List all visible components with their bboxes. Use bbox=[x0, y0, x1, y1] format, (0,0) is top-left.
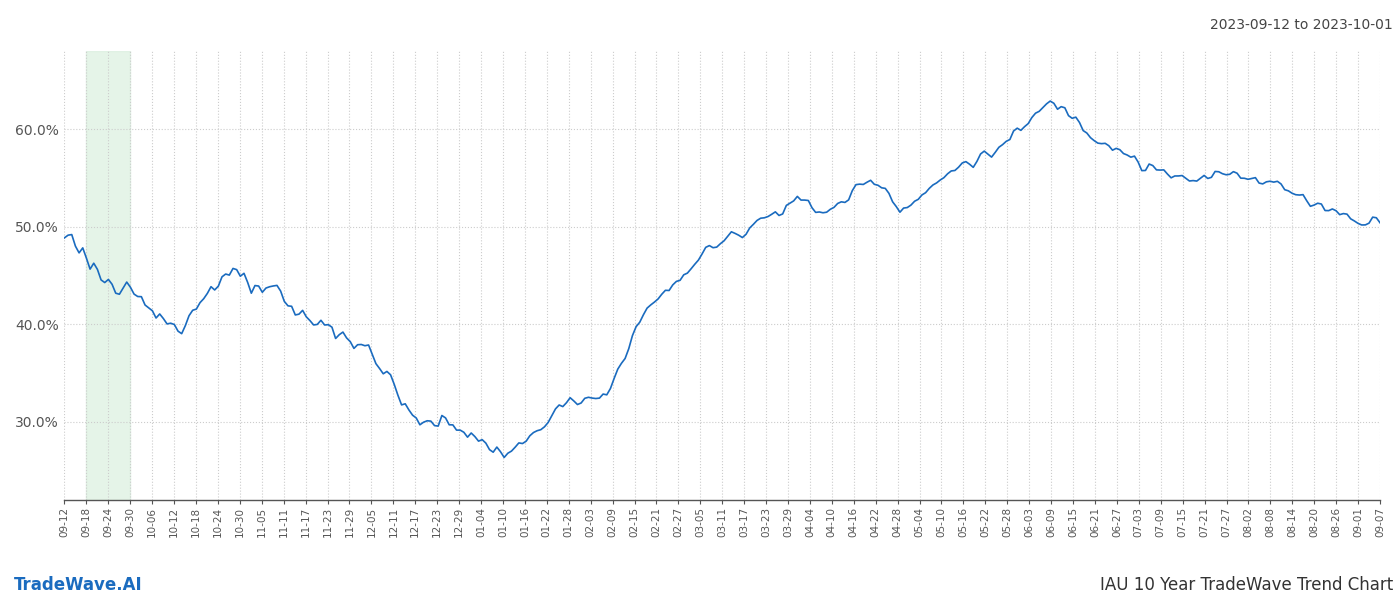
Text: 2023-09-12 to 2023-10-01: 2023-09-12 to 2023-10-01 bbox=[1210, 18, 1393, 32]
Text: IAU 10 Year TradeWave Trend Chart: IAU 10 Year TradeWave Trend Chart bbox=[1100, 576, 1393, 594]
Text: TradeWave.AI: TradeWave.AI bbox=[14, 576, 143, 594]
Bar bbox=[87, 51, 130, 500]
